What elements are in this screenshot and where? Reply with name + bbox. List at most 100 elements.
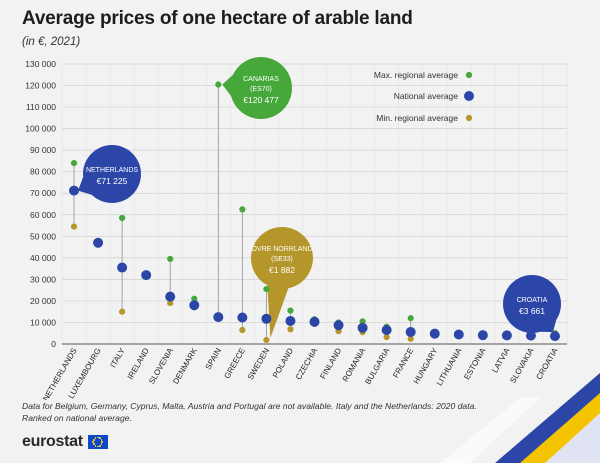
max-point	[239, 206, 246, 213]
y-tick-label: 10 000	[30, 317, 56, 327]
callout-tail	[267, 285, 289, 338]
x-tick-label: CZECHIA	[294, 346, 320, 381]
national-point	[237, 312, 248, 323]
eu-star	[94, 437, 97, 439]
min-point	[239, 326, 246, 334]
national-point	[501, 330, 512, 341]
eu-star	[99, 445, 101, 447]
national-point	[405, 326, 416, 337]
callout-value: €120 477	[243, 95, 279, 105]
national-point	[213, 312, 224, 323]
chart: 0 10 000 20 000 30 000 40 000 50 000 60 000 70 …	[25, 57, 568, 400]
callout-bubble	[230, 57, 292, 119]
callout-bubble	[83, 145, 141, 203]
callout-label: (SE33)	[271, 256, 293, 263]
corner-yellow-shape	[520, 393, 600, 463]
national-point	[93, 237, 104, 248]
eu-star	[96, 445, 99, 448]
x-tick-label: ROMANIA	[341, 346, 368, 383]
national-point	[429, 328, 440, 339]
eu-star	[93, 443, 95, 446]
x-tick-label: GREECE	[222, 347, 247, 381]
national-point	[309, 316, 320, 327]
corner-light-shape	[440, 398, 540, 463]
min-point	[383, 334, 390, 341]
x-tick-label: POLAND	[271, 346, 295, 379]
min-point	[407, 335, 414, 342]
min-point	[263, 336, 270, 344]
max-point	[359, 318, 366, 325]
y-tick-label: 60 000	[30, 210, 56, 220]
eurostat-logo: eurostat	[22, 433, 108, 451]
eu-star	[99, 437, 101, 439]
national-point	[333, 320, 344, 331]
national-point	[525, 330, 536, 341]
max-point	[287, 307, 294, 314]
y-tick-label: 80 000	[30, 167, 56, 177]
eu-star	[92, 441, 95, 443]
chart-subtitle: (in €, 2021)	[22, 36, 81, 48]
footnote: Data for Belgium, Germany, Cyprus, Malta…	[22, 400, 492, 424]
min-point	[167, 299, 174, 307]
national-point	[381, 325, 392, 335]
callout-value: €1 882	[269, 265, 295, 275]
y-tick-label: 90 000	[30, 145, 56, 155]
callout-label: (ES70)	[250, 86, 272, 93]
eu-star	[100, 438, 103, 441]
min-point	[70, 223, 78, 230]
x-tick-label: SWEDEN	[246, 346, 271, 381]
y-tick-label: 100 000	[25, 124, 56, 134]
eu-flag-icon	[87, 435, 108, 449]
corner-decoration	[440, 373, 600, 463]
legend-label: National average	[394, 91, 459, 101]
chart-title: Average prices of one hectare of arable …	[22, 8, 413, 29]
max-point	[70, 159, 78, 167]
max-point	[263, 285, 270, 293]
y-tick-label: 120 000	[25, 81, 56, 91]
y-tick-label: 70 000	[30, 188, 56, 198]
callout-label: CANARIAS	[243, 76, 279, 83]
national-point	[69, 185, 80, 196]
eu-star	[96, 436, 99, 439]
max-point	[191, 295, 198, 302]
y-tick-label: 130 000	[25, 59, 56, 69]
callout-bubble	[251, 227, 313, 289]
eu-star	[94, 445, 97, 447]
callout-bubble	[503, 275, 561, 333]
x-tick-label: FINLAND	[318, 346, 343, 380]
callout-value: €71 225	[97, 176, 128, 186]
national-point	[117, 262, 128, 273]
legend-marker	[464, 91, 474, 101]
national-point	[477, 330, 488, 341]
max-point	[167, 255, 174, 263]
national-point	[165, 291, 176, 302]
y-tick-label: 110 000	[26, 102, 56, 112]
eu-star	[101, 441, 104, 443]
national-point	[189, 300, 200, 311]
logo-text: eurostat	[22, 433, 83, 450]
footnote-line-1: Data for Belgium, Germany, Cyprus, Malta…	[22, 401, 477, 411]
x-tick-label: IRELAND	[126, 346, 151, 381]
national-point	[453, 329, 464, 340]
national-point	[261, 313, 272, 324]
eu-star	[100, 443, 103, 446]
max-point	[119, 214, 126, 222]
footnote-line-2: Ranked on national average.	[22, 413, 132, 423]
eu-star	[93, 438, 95, 441]
national-point	[357, 322, 368, 333]
y-tick-label: 20 000	[30, 296, 56, 306]
x-tick-label: ITALY	[109, 346, 128, 369]
y-tick-label: 0	[51, 339, 56, 349]
max-point	[407, 315, 414, 322]
min-point	[119, 308, 126, 315]
callout-label: NETHERLANDS	[86, 167, 138, 174]
legend-label: Min. regional average	[376, 113, 458, 123]
max-point	[215, 81, 222, 88]
x-tick-label: BULGARIA	[363, 346, 391, 386]
min-point	[287, 326, 294, 333]
y-tick-label: 50 000	[30, 231, 56, 241]
x-tick-label: DENMARK	[171, 346, 199, 386]
callout-label: ÖVRE NORRLAND	[251, 245, 312, 253]
y-tick-label: 30 000	[30, 274, 56, 284]
national-point	[141, 270, 152, 281]
